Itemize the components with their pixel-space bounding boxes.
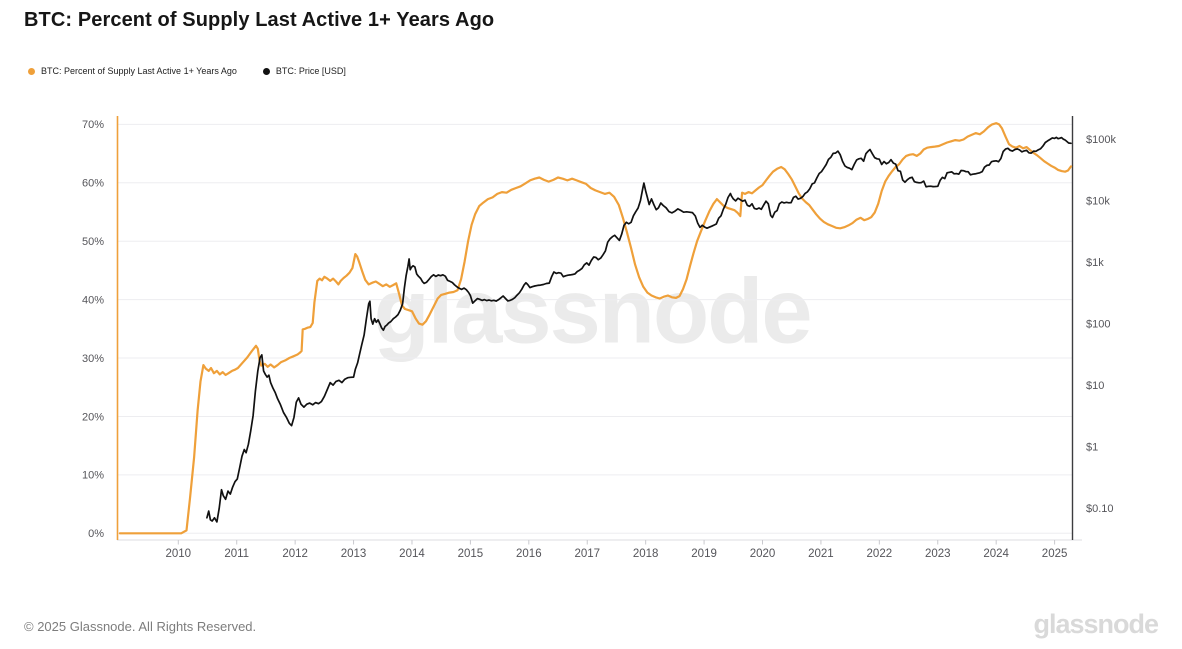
legend-item-supply[interactable]: BTC: Percent of Supply Last Active 1+ Ye…: [28, 66, 237, 76]
x-axis-tick-label: 2021: [808, 548, 834, 560]
x-axis-tick-label: 2022: [867, 548, 893, 560]
left-axis-tick-label: 20%: [82, 411, 104, 423]
x-axis-tick-label: 2019: [691, 548, 717, 560]
right-axis-tick-label: $100k: [1086, 134, 1116, 146]
x-axis-tick-label: 2025: [1042, 548, 1068, 560]
x-axis-tick-label: 2010: [166, 548, 192, 560]
legend-dot-price-icon: [262, 67, 270, 75]
legend: BTC: Percent of Supply Last Active 1+ Ye…: [28, 66, 346, 76]
x-axis-tick-label: 2018: [633, 548, 659, 560]
left-axis-tick-label: 10%: [82, 470, 104, 482]
x-axis-tick-label: 2013: [341, 548, 367, 560]
legend-item-price[interactable]: BTC: Price [USD]: [262, 66, 346, 76]
glassnode-logo: glassnode: [1033, 609, 1159, 639]
page-title: BTC: Percent of Supply Last Active 1+ Ye…: [24, 9, 495, 31]
copyright-text: © 2025 Glassnode. All Rights Reserved.: [24, 619, 257, 634]
legend-label-supply: BTC: Percent of Supply Last Active 1+ Ye…: [41, 66, 237, 76]
right-axis-tick-label: $1: [1086, 442, 1098, 454]
x-axis-tick-label: 2023: [925, 548, 951, 560]
right-axis-tick-label: $100: [1086, 318, 1110, 330]
left-axis-tick-label: 70%: [82, 119, 104, 131]
x-axis-tick-label: 2014: [399, 548, 425, 560]
right-axis-tick-label: $1k: [1086, 257, 1104, 269]
supply-series-line: [118, 122, 1073, 535]
right-axis-tick-label: $0.10: [1086, 503, 1114, 515]
x-axis-tick-label: 2016: [516, 548, 542, 560]
legend-label-price: BTC: Price [USD]: [275, 66, 346, 76]
legend-dot-supply-icon: [28, 67, 35, 75]
right-axis-tick-label: $10: [1086, 380, 1104, 392]
left-axis-tick-label: 60%: [82, 178, 104, 190]
x-axis-tick-label: 2024: [983, 548, 1009, 560]
x-axis-tick-label: 2017: [574, 548, 600, 560]
x-axis-tick-label: 2015: [458, 548, 484, 560]
x-axis-tick-label: 2012: [282, 548, 308, 560]
x-axis-tick-label: 2011: [224, 548, 249, 560]
left-axis-tick-label: 0%: [88, 528, 104, 540]
left-axis-tick-label: 50%: [82, 236, 104, 248]
left-axis-tick-label: 40%: [82, 294, 104, 306]
price-series-line: [206, 136, 1072, 523]
left-axis-tick-label: 30%: [82, 353, 104, 365]
right-axis-tick-label: $10k: [1086, 195, 1110, 207]
x-axis-tick-label: 2020: [750, 548, 776, 560]
